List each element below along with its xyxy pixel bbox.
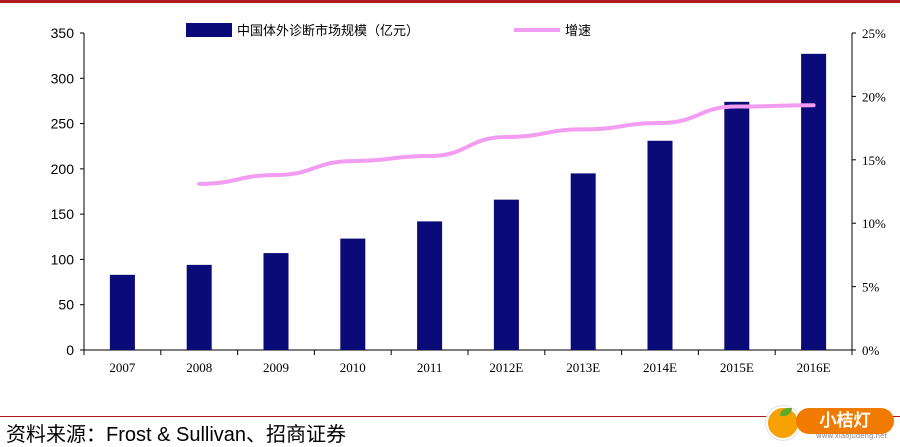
bar [493,199,519,350]
legend-bar-swatch [186,23,232,37]
bar [186,264,212,350]
x-tick-label: 2008 [186,360,212,375]
y-left-tick-label: 100 [51,251,75,267]
x-tick-label: 2016E [797,360,831,375]
y-right-tick-label: 25% [862,26,886,41]
y-right-tick-label: 0% [862,343,880,358]
bar [417,221,443,350]
x-tick-label: 2015E [720,360,754,375]
y-left-tick-label: 200 [51,161,75,177]
watermark-site: www.xiaojudeng.net [816,432,888,440]
legend-line-label: 增速 [565,24,591,39]
bar [340,238,366,350]
bar [109,274,135,350]
bar [724,101,750,350]
top-rule [0,0,900,3]
y-right-tick-label: 20% [862,89,886,104]
y-right-tick-label: 5% [862,280,880,295]
growth-line [197,103,816,186]
bar-line-chart: 0 50 100 150 200 250 300 350 0% 5% 10% 15% 20% 25% 200… [51,23,886,375]
x-tick-label: 2007 [109,360,136,375]
y-right-tick-label: 15% [862,153,886,168]
x-tick-label: 2010 [340,360,366,375]
x-tick-label: 2012E [489,360,523,375]
y-left-tick-label: 300 [51,70,75,86]
bar [570,173,596,350]
bottom-rule [0,416,900,417]
x-tick-label: 2013E [566,360,600,375]
x-tick-label: 2009 [263,360,289,375]
x-tick-label: 2014E [643,360,677,375]
y-left-tick-label: 250 [51,116,75,132]
orange-icon [766,406,800,440]
bar [263,253,289,350]
watermark-text: 小桔灯 [796,408,894,434]
y-left-tick-label: 350 [51,25,75,41]
watermark-logo: 小桔灯 www.xiaojudeng.net [762,402,896,440]
y-left-tick-label: 50 [58,297,74,313]
y-left-tick-label: 150 [51,206,75,222]
bar [647,140,673,350]
y-right-tick-label: 10% [862,216,886,231]
legend-bar-label: 中国体外诊断市场规模（亿元） [237,23,419,39]
source-note: 资料来源：Frost & Sullivan、招商证券 [6,424,347,446]
y-left-tick-label: 0 [66,342,74,358]
bar [801,53,827,351]
x-tick-label: 2011 [417,360,443,375]
